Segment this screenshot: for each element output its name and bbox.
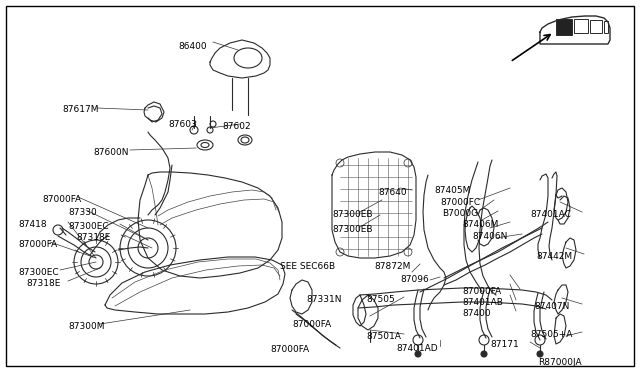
Text: R87000JA: R87000JA [538,358,582,367]
Text: 87330: 87330 [68,208,97,217]
Text: 87000FC: 87000FC [440,198,480,207]
Text: 87000FA: 87000FA [462,287,501,296]
Text: 87401AD: 87401AD [396,344,438,353]
Text: 86400: 86400 [178,42,207,51]
Text: 87872M: 87872M [374,262,410,271]
Text: 87096: 87096 [400,275,429,284]
Circle shape [481,351,487,357]
Text: 87617M: 87617M [62,105,99,114]
Text: 87300EB: 87300EB [332,225,372,234]
Text: 87300M: 87300M [68,322,104,331]
Text: 87407N: 87407N [534,302,570,311]
Text: 87640: 87640 [378,188,406,197]
Text: 87000FA: 87000FA [18,240,57,249]
Text: 87603: 87603 [168,120,196,129]
Text: 87406N: 87406N [472,232,508,241]
Text: 87406M: 87406M [462,220,499,229]
Text: B7000G: B7000G [442,209,478,218]
Text: 87318E: 87318E [76,233,110,242]
Text: 87300EC: 87300EC [18,268,59,277]
Text: 87602: 87602 [222,122,251,131]
Text: 87442M: 87442M [536,252,572,261]
Text: 87505+A: 87505+A [530,330,572,339]
Circle shape [537,351,543,357]
Text: 87405M: 87405M [434,186,470,195]
Circle shape [415,351,421,357]
Text: 87401AC: 87401AC [530,210,571,219]
Text: 87501A: 87501A [366,332,401,341]
Text: SEE SEC66B: SEE SEC66B [280,262,335,271]
Text: 87000FA: 87000FA [270,345,309,354]
Bar [556,19,572,35]
Text: 87171: 87171 [490,340,519,349]
Text: 87400: 87400 [462,309,491,318]
Text: 87331N: 87331N [306,295,342,304]
Text: 87000FA: 87000FA [42,195,81,204]
Text: 87418: 87418 [18,220,47,229]
Text: 87401AB: 87401AB [462,298,503,307]
Bar [590,20,602,33]
Text: 87600N: 87600N [93,148,129,157]
Text: 87000FA: 87000FA [292,320,331,329]
Text: 87300EB: 87300EB [332,210,372,219]
Bar [574,19,588,33]
Text: 87300EC: 87300EC [68,222,109,231]
Text: 87505: 87505 [366,295,395,304]
Bar [604,21,608,33]
Text: 87318E: 87318E [26,279,60,288]
